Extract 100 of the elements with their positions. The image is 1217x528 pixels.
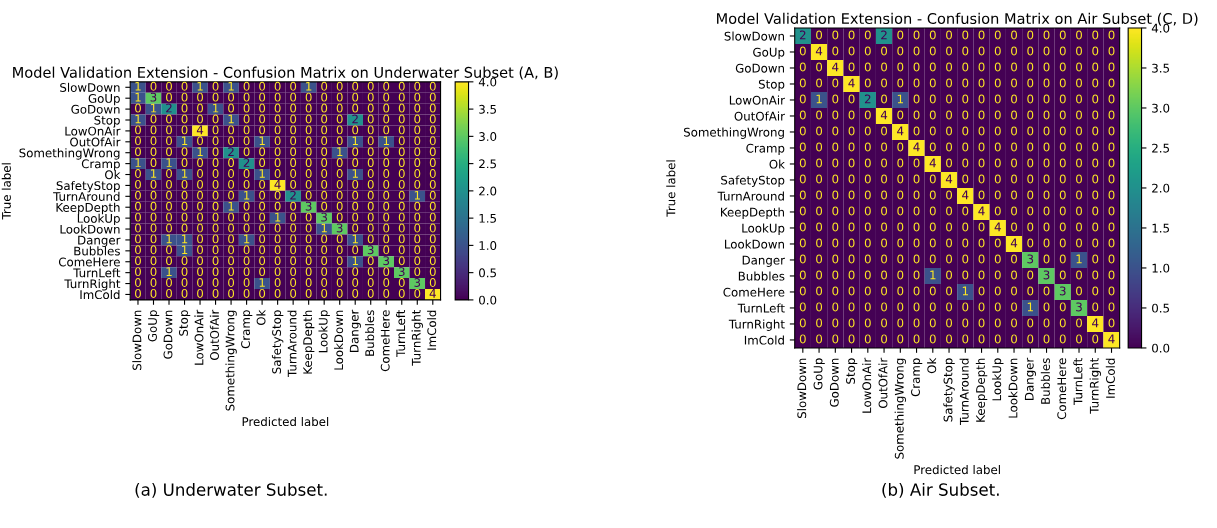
data-label: 0 xyxy=(848,286,855,296)
data-label: 0 xyxy=(166,169,172,178)
data-label: 0 xyxy=(274,278,281,287)
data-label: 0 xyxy=(259,190,266,200)
data-label: 0 xyxy=(946,30,953,40)
data-label: 0 xyxy=(228,179,235,189)
data-label: 0 xyxy=(881,270,888,280)
data-label: 0 xyxy=(383,278,390,287)
data-label: 0 xyxy=(1011,206,1018,216)
data-label: 0 xyxy=(259,125,266,135)
data-label: 0 xyxy=(367,179,374,189)
data-label: 0 xyxy=(181,114,188,124)
data-label: 1 xyxy=(151,103,157,113)
data-label: 0 xyxy=(336,103,343,113)
data-label: 0 xyxy=(799,62,806,72)
data-label: 0 xyxy=(832,270,839,280)
data-label: 0 xyxy=(864,142,871,152)
data-label: 0 xyxy=(321,158,328,168)
data-label: 0 xyxy=(181,256,188,266)
data-label: 0 xyxy=(1076,158,1082,168)
data-label: 3 xyxy=(305,201,312,211)
data-label: 0 xyxy=(1076,110,1082,120)
data-label: 0 xyxy=(1108,62,1115,72)
data-label: 0 xyxy=(946,62,953,72)
data-label: 0 xyxy=(336,136,343,146)
data-label: 0 xyxy=(352,179,359,189)
data-label: 0 xyxy=(1011,158,1018,168)
x-tick-label: TurnAround xyxy=(287,310,297,378)
data-label: 0 xyxy=(243,223,250,233)
data-label: 0 xyxy=(864,174,871,184)
data-label: 0 xyxy=(897,222,904,232)
data-label: 0 xyxy=(1043,142,1050,152)
data-label: 0 xyxy=(1108,270,1115,280)
data-label: 1 xyxy=(1027,302,1033,312)
data-label: 0 xyxy=(897,62,904,72)
data-label: 0 xyxy=(962,334,969,344)
data-label: 0 xyxy=(1011,302,1018,312)
data-label: 0 xyxy=(1059,190,1066,200)
data-label: 0 xyxy=(946,270,953,280)
data-label: 0 xyxy=(305,234,312,244)
data-label: 1 xyxy=(228,201,234,211)
data-label: 0 xyxy=(212,288,219,298)
data-label: 0 xyxy=(212,223,219,233)
data-label: 1 xyxy=(166,267,172,276)
data-label: 0 xyxy=(1059,334,1066,344)
data-label: 0 xyxy=(398,288,405,298)
data-label: 0 xyxy=(197,158,204,168)
data-label: 0 xyxy=(1076,318,1082,328)
y-tick-label: Bubbles xyxy=(738,271,785,281)
color-bar-label: 2.5 xyxy=(479,159,497,169)
data-label: 0 xyxy=(243,179,250,189)
data-label: 1 xyxy=(244,190,250,200)
data-label: 3 xyxy=(1059,286,1066,296)
data-label: 0 xyxy=(816,30,823,40)
data-label: 0 xyxy=(929,62,936,72)
data-label: 1 xyxy=(414,190,420,200)
data-label: 0 xyxy=(367,190,374,200)
data-label: 0 xyxy=(929,286,936,296)
data-label: 0 xyxy=(367,103,374,113)
x-tick-label: LookDown xyxy=(1008,358,1018,418)
data-label: 0 xyxy=(429,114,436,124)
data-label: 0 xyxy=(321,190,328,200)
data-label: 0 xyxy=(398,92,405,102)
data-label: 0 xyxy=(832,174,839,184)
data-label: 1 xyxy=(135,158,141,167)
data-label: 0 xyxy=(414,223,421,233)
data-label: 0 xyxy=(321,278,328,287)
data-label: 0 xyxy=(150,179,157,189)
data-label: 0 xyxy=(398,245,405,255)
data-label: 0 xyxy=(978,46,985,56)
data-label: 0 xyxy=(1027,334,1034,344)
data-label: 0 xyxy=(994,110,1001,120)
data-label: 0 xyxy=(1092,46,1099,56)
data-label: 0 xyxy=(816,62,823,72)
data-label: 0 xyxy=(259,147,266,157)
data-label: 0 xyxy=(197,179,204,189)
data-label: 0 xyxy=(274,147,281,157)
data-label: 0 xyxy=(414,136,421,146)
data-label: 0 xyxy=(352,103,359,113)
data-label: 0 xyxy=(414,125,421,135)
y-tick-label: Danger xyxy=(78,235,121,247)
data-label: 0 xyxy=(259,81,266,91)
data-label: 0 xyxy=(429,147,436,157)
data-label: 0 xyxy=(321,81,328,91)
data-label: 0 xyxy=(913,318,920,328)
data-label: 0 xyxy=(881,222,888,232)
data-label: 3 xyxy=(1076,302,1082,312)
data-label: 0 xyxy=(832,142,839,152)
data-label: 0 xyxy=(414,81,421,91)
data-label: 0 xyxy=(816,190,823,200)
data-label: 0 xyxy=(848,238,855,248)
data-label: 0 xyxy=(1059,46,1066,56)
data-label: 0 xyxy=(212,92,219,102)
data-label: 0 xyxy=(1108,206,1115,216)
y-tick-label: GoUp xyxy=(753,47,785,59)
data-label: 0 xyxy=(962,30,969,40)
data-label: 0 xyxy=(913,158,920,168)
x-tick-label: TurnRight xyxy=(411,309,423,366)
data-label: 0 xyxy=(816,222,823,232)
data-label: 1 xyxy=(306,81,312,91)
